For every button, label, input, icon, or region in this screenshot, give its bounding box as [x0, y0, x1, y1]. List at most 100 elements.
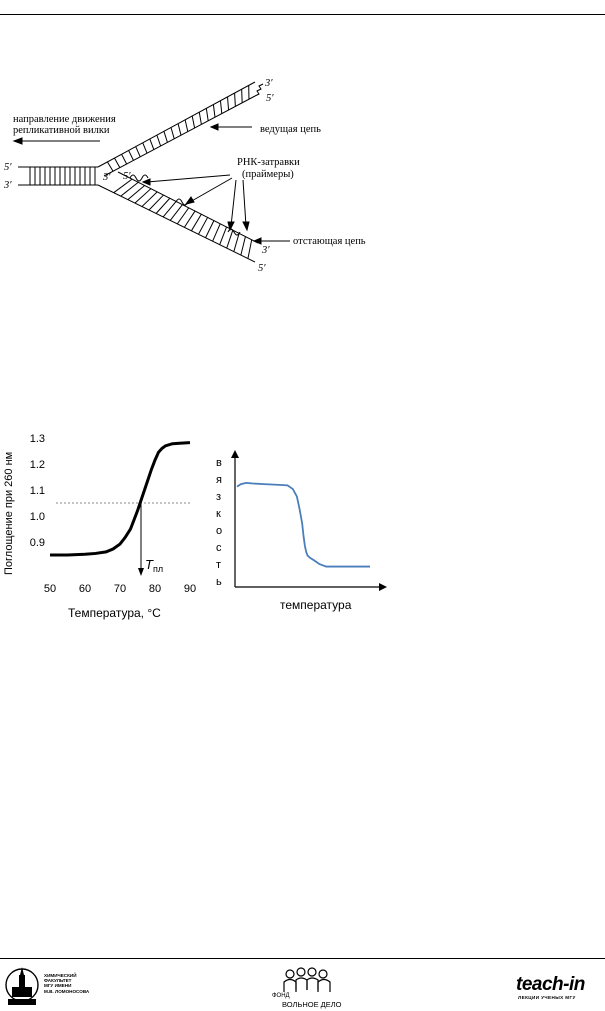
bottom-rule — [0, 958, 605, 959]
fond-caption: ФОНД — [272, 993, 290, 999]
msu-building-icon — [5, 967, 39, 1005]
base-pair-rung — [106, 161, 114, 172]
base-pair-rung — [177, 123, 182, 136]
melt-curve-line — [50, 441, 191, 557]
base-pair-rung — [170, 127, 175, 139]
base-pair-rung — [198, 112, 202, 125]
base-pair-rung — [155, 197, 171, 214]
volnoe-delo-caption: ВОЛЬНОЕ ДЕЛО — [282, 1000, 342, 1009]
melt-tm-label: T — [145, 557, 154, 572]
base-pair-rung — [169, 204, 183, 221]
base-pair-rung — [176, 207, 190, 225]
base-pair-rung — [198, 217, 209, 235]
visc-y-label-letter: с — [216, 542, 222, 554]
direction-label-line1: направление движения — [13, 114, 116, 125]
top-rule — [0, 14, 605, 15]
base-pair-rung — [183, 210, 196, 228]
base-pair-rung — [134, 188, 152, 204]
leading-arm — [97, 81, 264, 177]
visc-y-label-letter: к — [216, 508, 221, 520]
melt-y-tick-label: 1.3 — [30, 433, 45, 445]
base-pair-rung — [149, 138, 155, 150]
primer-arrow-3 — [230, 179, 237, 227]
leading-new-strand — [103, 95, 256, 177]
melt-y-tick-label: 1.1 — [30, 485, 45, 497]
melt-x-tick-label: 60 — [79, 583, 91, 595]
end-label-5-bottom: 5′ — [258, 263, 266, 274]
primers-label-line1: РНК-затравки — [237, 157, 300, 168]
direction-arrowhead — [12, 137, 23, 145]
visc-x-axis-label: температура — [280, 598, 352, 612]
melt-y-tick-label: 1.0 — [30, 511, 45, 523]
leading-label: ведущая цепь — [260, 124, 321, 135]
visc-y-label-letter: ь — [216, 576, 222, 588]
melt-x-tick-label: 80 — [149, 583, 161, 595]
duplex-rungs — [29, 167, 96, 185]
base-pair-rung — [233, 233, 240, 252]
teach-in-brand: teach-in — [516, 974, 585, 995]
base-pair-rung — [190, 213, 202, 232]
people-circles-icon — [283, 967, 331, 992]
end-label-3-top: 3′ — [264, 78, 273, 89]
base-pair-rung — [227, 96, 230, 111]
lagging-new-strand — [117, 171, 259, 244]
end-label-3-left: 3′ — [3, 180, 12, 191]
chemistry-faculty-caption: ХИМИЧЕСКИЙ ФАКУЛЬТЕТ МГУ ИМЕНИ М.В. ЛОМО… — [44, 973, 90, 994]
end-label-5-fork: 5′ — [123, 171, 131, 182]
visc-curve-line — [236, 482, 370, 568]
base-pair-rung — [226, 230, 234, 249]
base-pair-rung — [162, 201, 177, 218]
visc-y-label-letter: в — [216, 457, 222, 469]
teach-in-logo: teach-in ЛЕКЦИИ УЧЕНЫХ МГУ — [512, 974, 602, 1004]
primer-1 — [129, 174, 149, 182]
base-pair-rung — [241, 89, 243, 103]
base-pair-rung — [212, 223, 221, 242]
lagging-rungs — [113, 178, 253, 259]
leading-end-wiggle — [254, 83, 264, 97]
volnoe-delo-logo: ФОНД ВОЛЬНОЕ ДЕЛО — [270, 966, 350, 1009]
base-pair-rung — [247, 239, 253, 259]
parental-duplex — [18, 166, 98, 186]
base-pair-rung — [127, 185, 145, 201]
base-pair-rung — [141, 191, 158, 207]
base-pair-rung — [128, 150, 134, 161]
end-label-3-fork: 3′ — [102, 172, 111, 183]
end-label-3-bottom: 3′ — [261, 245, 270, 256]
melt-tm-subscript: пл — [153, 564, 163, 574]
visc-y-label-letter: я — [216, 474, 222, 486]
base-pair-rung — [156, 134, 162, 147]
base-pair-rung — [184, 119, 189, 132]
direction-label-line2: репликативной вилки — [13, 125, 110, 136]
end-label-5-top: 5′ — [266, 93, 274, 104]
base-pair-rung — [205, 220, 215, 238]
primers-label-line2: (праймеры) — [242, 169, 294, 180]
melt-y-tick-label: 0.9 — [30, 537, 45, 549]
base-pair-rung — [212, 104, 216, 118]
lagging-template-strand — [97, 184, 256, 263]
teach-in-subtitle: ЛЕКЦИИ УЧЕНЫХ МГУ — [518, 995, 576, 1000]
visc-y-arrowhead — [231, 450, 239, 458]
annotation-arrows — [12, 123, 290, 245]
melt-y-tick-label: 1.2 — [30, 459, 45, 471]
melt-x-tick-label: 50 — [44, 583, 56, 595]
primer-arrow-1 — [146, 174, 231, 183]
chemistry-faculty-logo: ХИМИЧЕСКИЙ ФАКУЛЬТЕТ МГУ ИМЕНИ М.В. ЛОМО… — [4, 963, 144, 1007]
base-pair-rung — [113, 178, 133, 194]
lagging-arrowhead — [252, 237, 262, 245]
base-pair-rung — [219, 100, 223, 114]
end-label-5-left: 5′ — [4, 162, 12, 173]
base-pair-rung — [135, 146, 141, 158]
visc-y-label-letter: т — [216, 559, 221, 571]
leading-template-strand — [97, 81, 256, 168]
leading-arrowhead — [209, 123, 219, 131]
visc-y-label-letter: о — [216, 525, 222, 537]
melt-tm-arrowhead — [138, 568, 144, 576]
base-pair-rung — [163, 131, 168, 143]
primer-arrow-4 — [242, 179, 247, 227]
base-pair-rung — [114, 157, 121, 168]
base-pair-rung — [219, 226, 227, 245]
base-pair-rung — [205, 108, 209, 121]
leading-rungs — [106, 85, 250, 172]
primer-arrow-2 — [189, 177, 233, 203]
melt-x-axis-label: Температура, °C — [68, 606, 161, 620]
